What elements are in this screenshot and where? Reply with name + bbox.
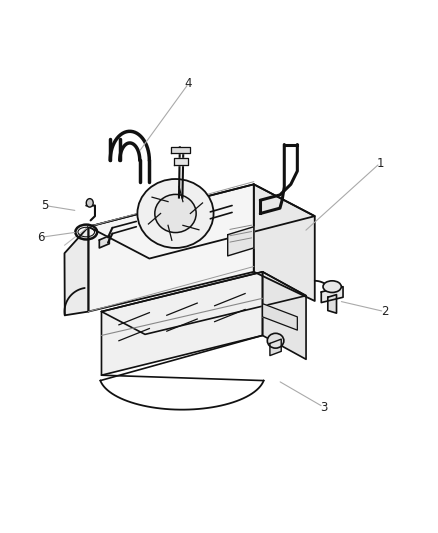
Polygon shape	[64, 227, 88, 316]
Polygon shape	[171, 147, 190, 152]
Ellipse shape	[267, 333, 284, 348]
Polygon shape	[228, 227, 254, 256]
Text: 2: 2	[381, 305, 388, 318]
Text: 6: 6	[37, 231, 44, 244]
Text: 3: 3	[320, 400, 327, 414]
Text: 4: 4	[185, 77, 192, 90]
Polygon shape	[328, 295, 336, 313]
Polygon shape	[174, 158, 187, 165]
Polygon shape	[99, 236, 110, 248]
Ellipse shape	[323, 281, 341, 293]
Text: 5: 5	[41, 199, 49, 212]
Ellipse shape	[155, 195, 196, 232]
Polygon shape	[262, 304, 297, 330]
Circle shape	[86, 199, 93, 207]
Polygon shape	[321, 287, 343, 303]
Polygon shape	[254, 184, 315, 301]
Text: 1: 1	[376, 157, 384, 169]
Polygon shape	[88, 184, 315, 259]
Polygon shape	[102, 272, 262, 375]
Polygon shape	[88, 184, 254, 312]
Ellipse shape	[138, 179, 214, 248]
Polygon shape	[262, 272, 306, 359]
Polygon shape	[270, 339, 281, 356]
Polygon shape	[102, 272, 306, 334]
